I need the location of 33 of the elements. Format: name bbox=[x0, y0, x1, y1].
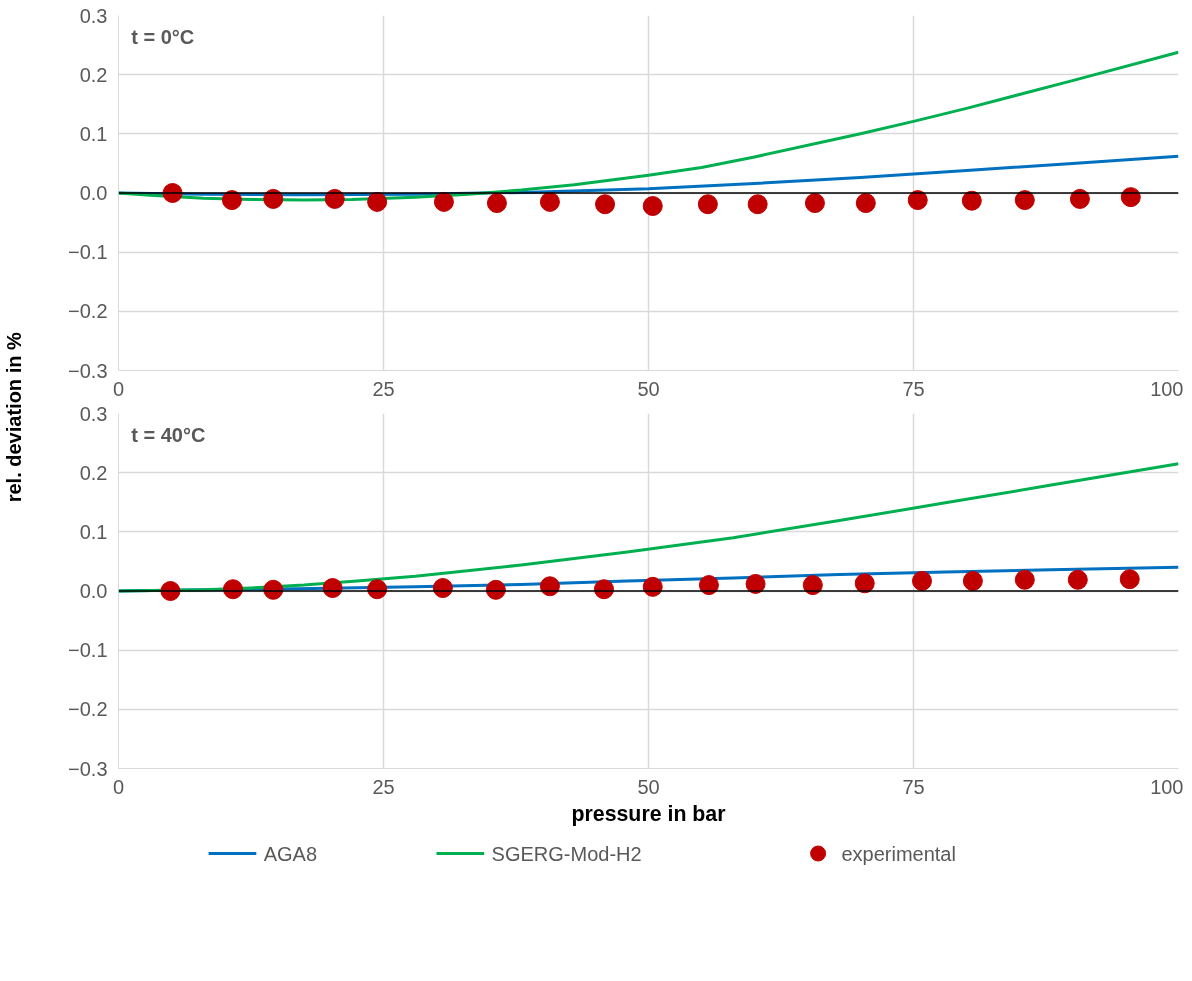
x-tick-label: 100 bbox=[1150, 775, 1184, 798]
x-tick-label: 50 bbox=[637, 775, 660, 798]
y-tick-label: −0.3 bbox=[68, 359, 108, 382]
x-axis-title: pressure in bar bbox=[571, 801, 726, 826]
x-tick-label: 50 bbox=[637, 377, 660, 400]
y-tick-label: −0.2 bbox=[68, 300, 108, 323]
y-axis-title: rel. deviation in % bbox=[2, 332, 25, 503]
line-series bbox=[118, 50, 1179, 202]
x-tick-label: 25 bbox=[372, 775, 395, 798]
y-tick-label: 0.2 bbox=[79, 63, 108, 86]
line-series bbox=[118, 462, 1179, 593]
y-tick-label: −0.1 bbox=[68, 639, 108, 662]
x-tick-label: 0 bbox=[112, 377, 125, 400]
y-tick-label: −0.3 bbox=[68, 757, 108, 780]
y-tick-label: −0.1 bbox=[68, 241, 108, 264]
x-tick-label: 75 bbox=[902, 377, 925, 400]
y-tick-label: 0.1 bbox=[79, 520, 108, 543]
annotation: t = 0°C bbox=[131, 26, 195, 49]
y-tick-label: 0.3 bbox=[79, 402, 108, 425]
y-tick-label: 0.0 bbox=[79, 182, 108, 204]
y-tick-label: −0.2 bbox=[68, 698, 108, 721]
x-tick-label: 0 bbox=[112, 775, 125, 798]
x-tick-label: 75 bbox=[902, 775, 925, 798]
y-tick-label: 0.2 bbox=[79, 461, 108, 484]
x-tick-label: 100 bbox=[1150, 377, 1184, 400]
legend-label: AGA8 bbox=[263, 842, 318, 865]
y-tick-label: 0.3 bbox=[79, 4, 108, 27]
legend-label: experimental bbox=[841, 842, 956, 865]
legend-label: SGERG-Mod-H2 bbox=[491, 842, 642, 865]
y-tick-label: 0.0 bbox=[79, 580, 108, 602]
y-tick-label: 0.1 bbox=[79, 122, 108, 145]
x-tick-label: 25 bbox=[372, 377, 395, 400]
annotation: t = 40°C bbox=[131, 424, 206, 447]
